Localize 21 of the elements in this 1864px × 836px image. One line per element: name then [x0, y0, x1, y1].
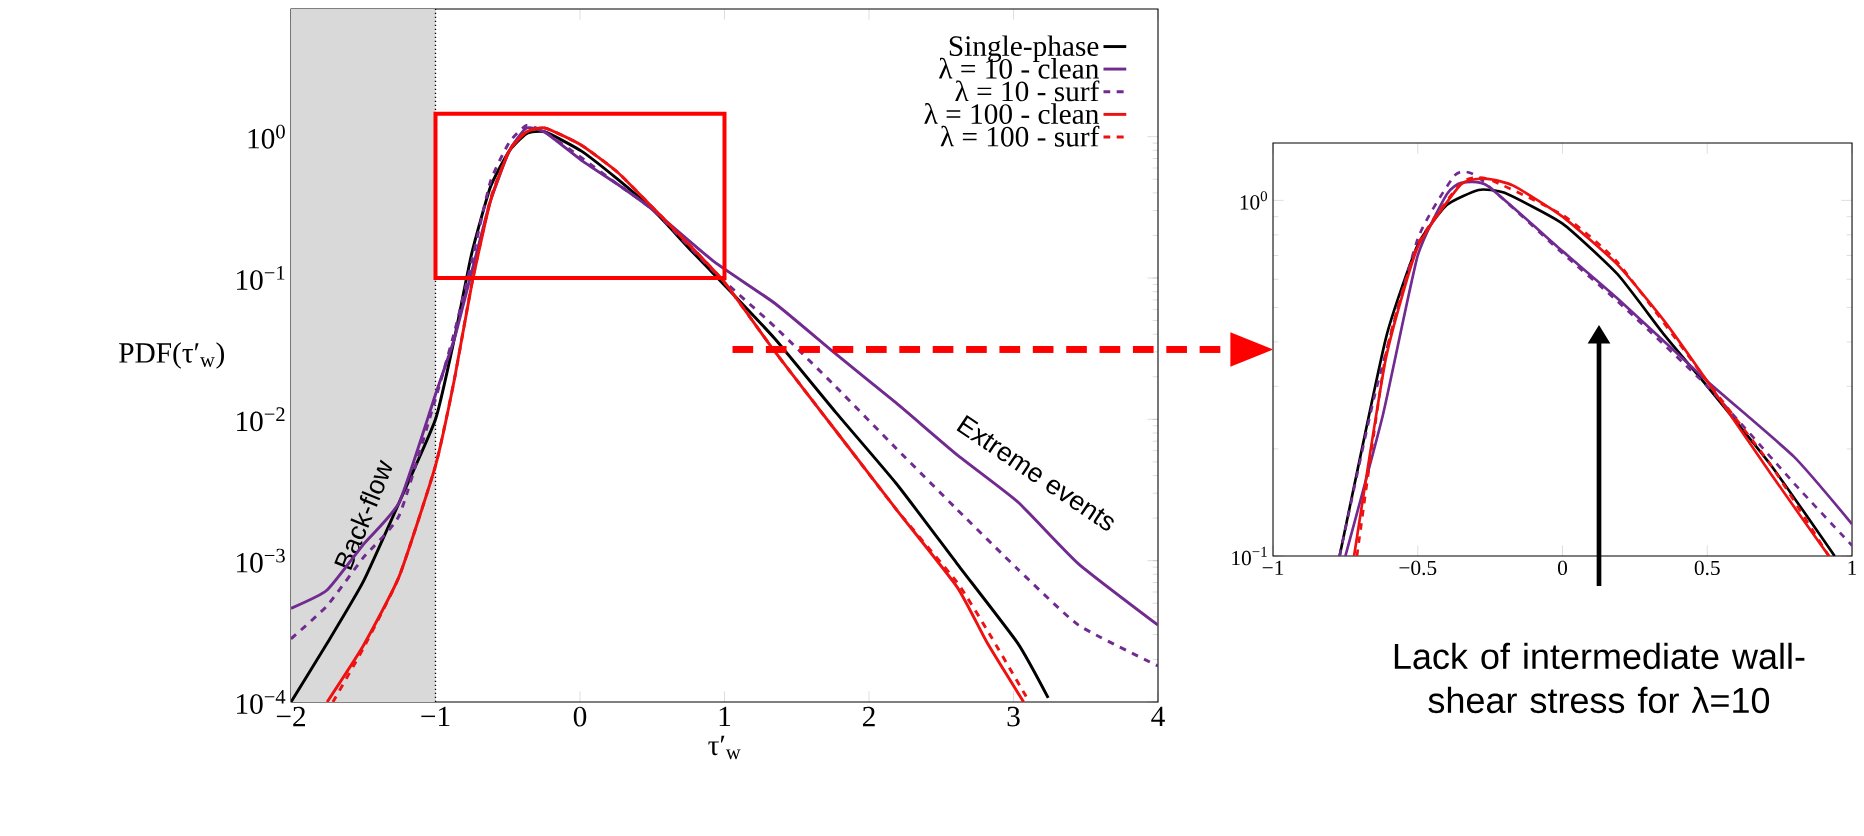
- x-tick-label: 1: [1848, 560, 1857, 575]
- text: Lack of intermediate wall-shear stress for λ=10: [1394, 642, 1805, 714]
- legend-label: λ = 10 - surf: [955, 80, 1100, 102]
- y-tick-label: 10$^{−3}$: [237, 548, 285, 573]
- x-tick-label: −0.5: [1399, 560, 1437, 576]
- x-axis-title: τ′$_{w}$: [708, 735, 741, 760]
- x-tick-label: 0: [1558, 560, 1568, 576]
- x-tick-label: 0.5: [1694, 560, 1720, 576]
- y-tick-label: 10$^{0}$: [248, 124, 285, 149]
- y-tick-label: 10$^{0}$: [1240, 191, 1268, 210]
- x-tick-label: 1: [719, 706, 731, 727]
- legend-label: λ = 100 - surf: [940, 125, 1100, 147]
- x-tick-label: 3: [1007, 706, 1020, 727]
- x-tick-label: 2: [862, 706, 875, 727]
- y-axis-title: PDF(τ′$_{w}$): [119, 342, 225, 369]
- y-tick-label: 10$^{−2}$: [237, 407, 285, 432]
- legend-label: λ = 100 - clean: [924, 103, 1099, 124]
- x-tick-label: 0: [573, 706, 587, 727]
- x-tick-label: −1: [421, 706, 450, 727]
- y-tick-label: 10$^{−1}$: [237, 266, 285, 290]
- x-tick-label: 4: [1151, 706, 1165, 727]
